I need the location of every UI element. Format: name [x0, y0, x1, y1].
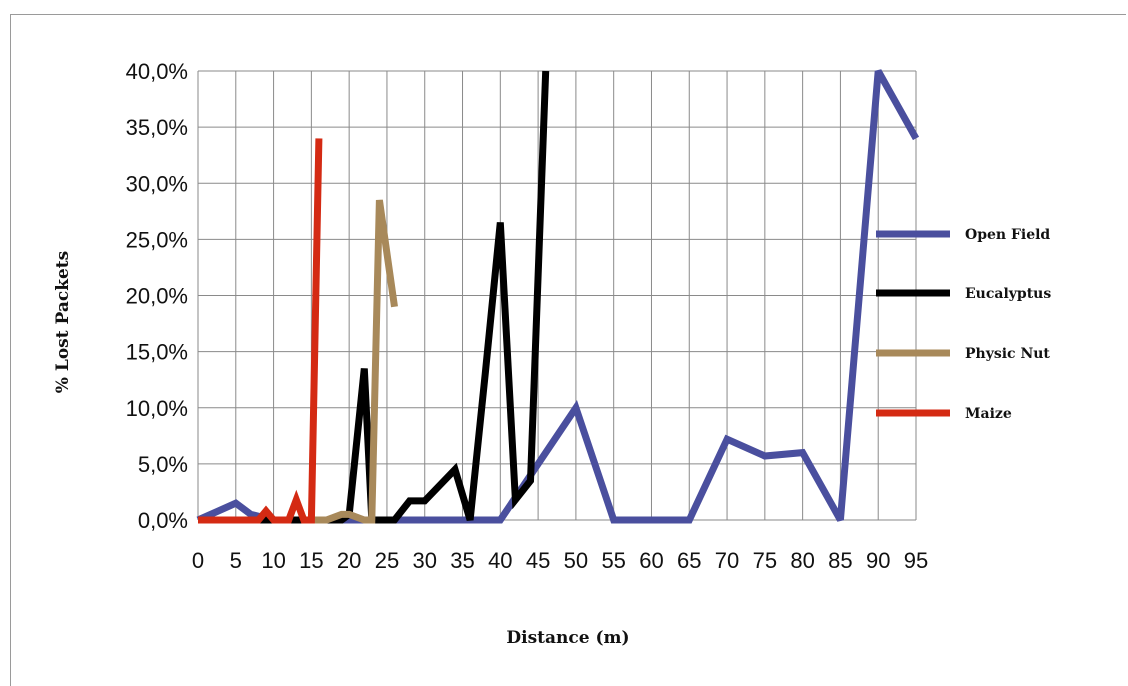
x-tick-label: 20: [337, 548, 361, 573]
legend-label: Open Field: [965, 227, 1050, 243]
legend: Open Field Eucalyptus Physic Nut Maize: [876, 227, 1051, 422]
y-tick-labels: 0,0% 5,0% 10,0% 15,0% 20,0% 25,0% 30,0% 35,0% 40…: [126, 59, 188, 533]
x-tick-label: 95: [904, 548, 928, 573]
series-line-physic-nut: [311, 199, 398, 524]
series-line-maize: [198, 138, 323, 524]
x-tick-label: 55: [601, 548, 625, 573]
x-tick-label: 10: [261, 548, 285, 573]
x-tick-label: 65: [677, 548, 701, 573]
x-tick-label: 15: [299, 548, 323, 573]
series-lines: [196, 69, 920, 524]
legend-label: Maize: [965, 406, 1012, 422]
legend-label: Eucalyptus: [965, 286, 1051, 302]
y-tick-label: 35,0%: [126, 115, 188, 140]
x-tick-label: 0: [192, 548, 204, 573]
x-tick-label: 45: [526, 548, 550, 573]
x-tick-label: 50: [564, 548, 588, 573]
x-axis-title: Distance (m): [506, 628, 629, 648]
grid-lines: [197, 70, 917, 521]
y-tick-label: 10,0%: [126, 396, 188, 421]
x-tick-labels: 0 5 10 15 20 25 30 35 40 45 50 55 60 65 70 75 80 85 90 95: [192, 548, 928, 573]
legend-label: Physic Nut: [965, 346, 1050, 362]
x-tick-label: 85: [828, 548, 852, 573]
y-tick-label: 25,0%: [126, 227, 188, 252]
y-tick-label: 20,0%: [126, 284, 188, 309]
x-tick-label: 5: [230, 548, 242, 573]
x-tick-label: 30: [412, 548, 436, 573]
x-tick-label: 35: [450, 548, 474, 573]
chart-frame: [10, 14, 1126, 686]
y-tick-label: 40,0%: [126, 59, 188, 84]
x-tick-label: 40: [488, 548, 512, 573]
y-axis-title: % Lost Packets: [53, 251, 73, 393]
x-tick-label: 90: [866, 548, 890, 573]
x-tick-label: 75: [753, 548, 777, 573]
y-tick-label: 30,0%: [126, 171, 188, 196]
x-tick-label: 70: [715, 548, 739, 573]
x-tick-label: 60: [639, 548, 663, 573]
y-tick-label: 15,0%: [126, 340, 188, 365]
y-tick-label: 5,0%: [138, 452, 188, 477]
x-tick-label: 25: [375, 548, 399, 573]
y-tick-label: 0,0%: [138, 508, 188, 533]
x-tick-label: 80: [790, 548, 814, 573]
